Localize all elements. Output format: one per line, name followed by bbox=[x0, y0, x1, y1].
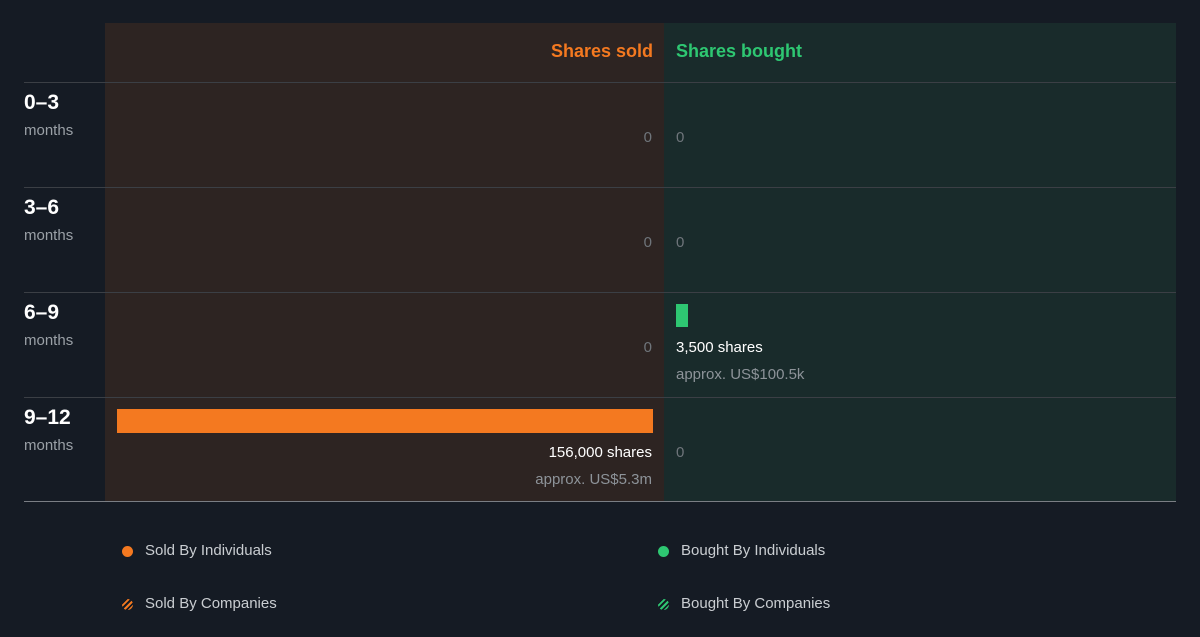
sold-value-3-6: 0 bbox=[643, 234, 652, 251]
orange-dot-icon bbox=[122, 545, 133, 557]
row-range: 9–12 bbox=[24, 406, 71, 429]
row-range: 3–6 bbox=[24, 196, 60, 219]
legend-label: Sold By Companies bbox=[145, 595, 277, 612]
row-label-6-9: 6–9 months bbox=[24, 301, 73, 350]
legend-sold-individuals: Sold By Individuals bbox=[122, 542, 272, 560]
bought-shares-6-9: 3,500 shares bbox=[676, 339, 763, 356]
row-range: 0–3 bbox=[24, 91, 60, 114]
row-divider bbox=[24, 187, 1176, 188]
legend-bought-companies: Bought By Companies bbox=[658, 595, 830, 613]
bought-value-6-9: approx. US$100.5k bbox=[676, 366, 805, 383]
bought-value-9-12: 0 bbox=[676, 444, 685, 461]
orange-striped-dot-icon bbox=[122, 598, 133, 610]
row-unit: months bbox=[24, 227, 74, 244]
green-dot-icon bbox=[658, 545, 669, 557]
bought-value-0-3: 0 bbox=[676, 129, 685, 146]
sold-shares-9-12: 156,000 shares bbox=[548, 444, 652, 461]
shares-sold-header: Shares sold bbox=[550, 41, 653, 61]
row-divider bbox=[24, 82, 1176, 83]
bought-bar-6-9 bbox=[676, 304, 689, 327]
shares-bought-header: Shares bought bbox=[676, 41, 803, 61]
row-unit: months bbox=[24, 332, 74, 349]
legend-sold-companies: Sold By Companies bbox=[122, 595, 277, 613]
row-unit: months bbox=[24, 437, 74, 454]
sold-value-6-9: 0 bbox=[643, 339, 652, 356]
row-label-9-12: 9–12 months bbox=[24, 406, 73, 455]
bought-value-3-6: 0 bbox=[676, 234, 685, 251]
green-striped-dot-icon bbox=[658, 598, 669, 610]
row-label-3-6: 3–6 months bbox=[24, 196, 73, 245]
legend-label: Bought By Individuals bbox=[681, 542, 826, 559]
row-range: 6–9 bbox=[24, 301, 60, 324]
legend-bought-individuals: Bought By Individuals bbox=[658, 542, 825, 560]
row-unit: months bbox=[24, 122, 74, 139]
sold-bar-9-12 bbox=[117, 409, 653, 433]
row-label-0-3: 0–3 months bbox=[24, 91, 73, 140]
legend-label: Bought By Companies bbox=[681, 595, 831, 612]
legend-label: Sold By Individuals bbox=[145, 542, 272, 559]
row-divider bbox=[24, 292, 1176, 293]
sold-value-9-12: approx. US$5.3m bbox=[535, 471, 652, 488]
chart-baseline bbox=[24, 501, 1176, 502]
row-divider bbox=[24, 397, 1176, 398]
bought-panel bbox=[664, 23, 1176, 502]
sold-value-0-3: 0 bbox=[643, 129, 652, 146]
